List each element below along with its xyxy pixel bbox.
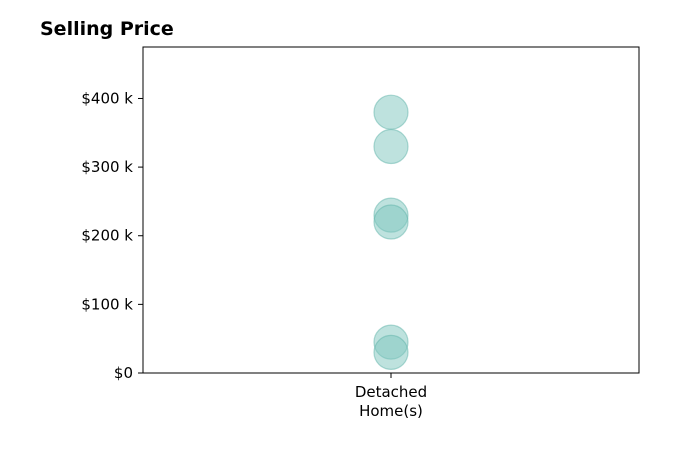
plot-area: $0 $100 k $200 k $300 k $400 k DetachedHome(s…: [81, 46, 640, 420]
data-point: [373, 334, 409, 371]
y-tick-label: $200 k: [81, 227, 133, 245]
y-tick-label: $100 k: [81, 295, 133, 313]
data-point: [373, 94, 409, 130]
chart-title: Selling Price: [40, 18, 174, 40]
x-tick-label: Detached: [355, 383, 427, 401]
data-point: [373, 128, 409, 165]
y-tick-label: $0: [114, 364, 133, 382]
y-tick-label: $400 k: [81, 89, 133, 107]
data-point: [373, 204, 409, 240]
x-tick-label: Home(s): [359, 402, 423, 420]
y-tick-label: $300 k: [81, 158, 133, 176]
